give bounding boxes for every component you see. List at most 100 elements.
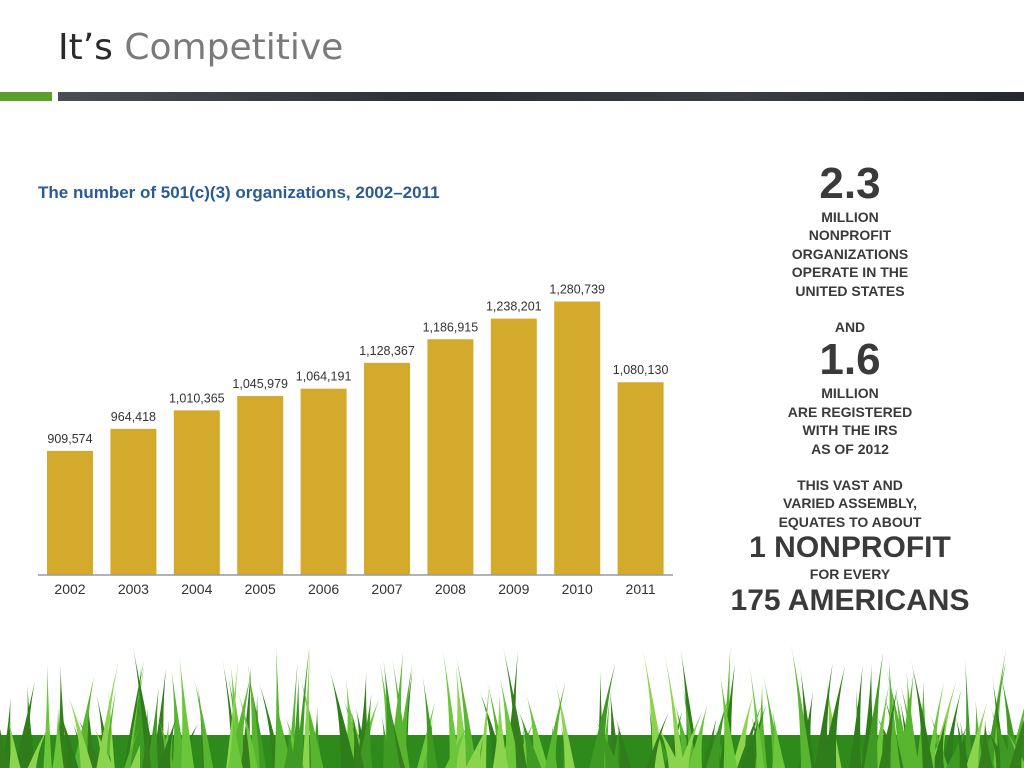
bars-group: 909,574 2002 964,418 2003 1,010,365 2004 1,045… [47, 283, 668, 597]
value-label-2005: 1,045,979 [232, 377, 288, 391]
grass-blade [236, 686, 258, 768]
grass-blade [7, 716, 21, 768]
grass-blade [14, 682, 35, 768]
grass-blade [23, 685, 36, 768]
grass-blade [67, 692, 93, 768]
grass-blade [445, 721, 470, 768]
grass-blade [157, 716, 177, 768]
grass-blade [611, 725, 620, 768]
value-label-2007: 1,128,367 [359, 344, 415, 358]
grass-blade [741, 718, 760, 768]
grass-blade [274, 646, 283, 768]
value-label-2011: 1,080,130 [613, 363, 669, 377]
grass-blade [984, 649, 1007, 768]
value-label-2010: 1,280,739 [549, 283, 605, 297]
grass-blade [955, 715, 968, 768]
grass-blade [151, 667, 167, 768]
grass-blade [1, 697, 13, 768]
grass-blade [455, 654, 477, 768]
dark-header-bar [58, 92, 1024, 101]
grass-blade [978, 719, 994, 768]
grass-blade [518, 709, 542, 768]
grass-blade [142, 707, 152, 768]
grass-blade [544, 681, 566, 768]
grass-blade [465, 726, 488, 768]
grass-blade [0, 728, 10, 768]
grass-blade [646, 711, 669, 768]
grass-blade [925, 682, 944, 768]
grass-blade [985, 660, 1007, 768]
grass-blade [417, 701, 436, 768]
grass-blade [1000, 671, 1021, 768]
and-connector: AND [834, 319, 866, 336]
grass-blade [136, 664, 147, 768]
bar-2007 [364, 362, 410, 575]
grass-blade [228, 708, 243, 768]
grass-blade [946, 725, 968, 768]
grass-blade [274, 698, 293, 768]
grass-blade [124, 726, 140, 768]
grass-blade [248, 675, 266, 768]
grass-blade [43, 662, 52, 768]
grass-blade [790, 643, 812, 768]
grass-blade [595, 719, 620, 768]
bar-2005 [237, 395, 284, 575]
value-label-2002: 909,574 [47, 432, 92, 446]
grass-blade [609, 690, 621, 768]
value-label-2003: 964,418 [111, 410, 156, 424]
grass-blade [502, 644, 527, 768]
ratio-line-1: 1 NONPROFIT [749, 531, 951, 565]
grass-blade [193, 675, 214, 768]
slide-title-part2: Competitive [124, 27, 344, 68]
grass-blade [351, 711, 365, 768]
grass-blade [479, 682, 490, 768]
grass-blade [442, 646, 460, 768]
grass-blade [27, 725, 50, 768]
grass-blade [146, 687, 159, 768]
grass-blade [357, 693, 373, 768]
bar-chart: 909,574 2002 964,418 2003 1,010,365 2004 1,045… [38, 283, 673, 597]
grass-blade [422, 675, 438, 768]
grass-blade [663, 649, 684, 768]
bar-2010 [554, 301, 601, 575]
grass-blade [965, 702, 988, 768]
bar-2004 [173, 410, 220, 575]
value-label-2004: 1,010,365 [169, 391, 225, 405]
grass-blade [849, 664, 863, 768]
grass-blade [302, 647, 310, 768]
value-label-2008: 1,186,915 [423, 320, 479, 334]
ratio-middle: FOR EVERY [809, 566, 891, 583]
grass-blade [388, 650, 404, 768]
grass-blade [132, 645, 157, 768]
grass-blade [910, 659, 934, 768]
grass-blade [749, 664, 765, 768]
grass-blade [941, 689, 962, 768]
grass-blade [505, 650, 518, 768]
grass-blade [863, 652, 884, 768]
grass-blade [719, 674, 738, 768]
grass-blade [96, 661, 119, 768]
grass-blade [820, 665, 846, 768]
grass-blade [680, 649, 700, 768]
slide-title: It’s Competitive [58, 26, 343, 70]
x-tick-2011: 2011 [626, 581, 656, 597]
x-tick-2009: 2009 [498, 581, 529, 597]
grass-blade [554, 679, 575, 768]
ratio-line-2: 175 AMERICANS [730, 583, 970, 617]
grass-blade [678, 710, 703, 768]
grass-blade [93, 726, 114, 768]
grass-blade [814, 663, 833, 768]
grass-blade [291, 675, 303, 768]
x-tick-2010: 2010 [562, 581, 593, 597]
bar-2011 [617, 382, 664, 575]
grass-blade [687, 704, 708, 768]
grass-blade [731, 694, 754, 768]
x-tick-2008: 2008 [435, 581, 466, 597]
grass-blade [654, 721, 681, 768]
x-tick-2005: 2005 [245, 581, 276, 597]
grass-blade [381, 715, 392, 768]
grass-blade [772, 710, 786, 768]
grass-blade [931, 718, 947, 768]
stat-1-6-million: 1.6 [819, 335, 881, 385]
stat-2-3-million: 2.3 [819, 159, 881, 208]
